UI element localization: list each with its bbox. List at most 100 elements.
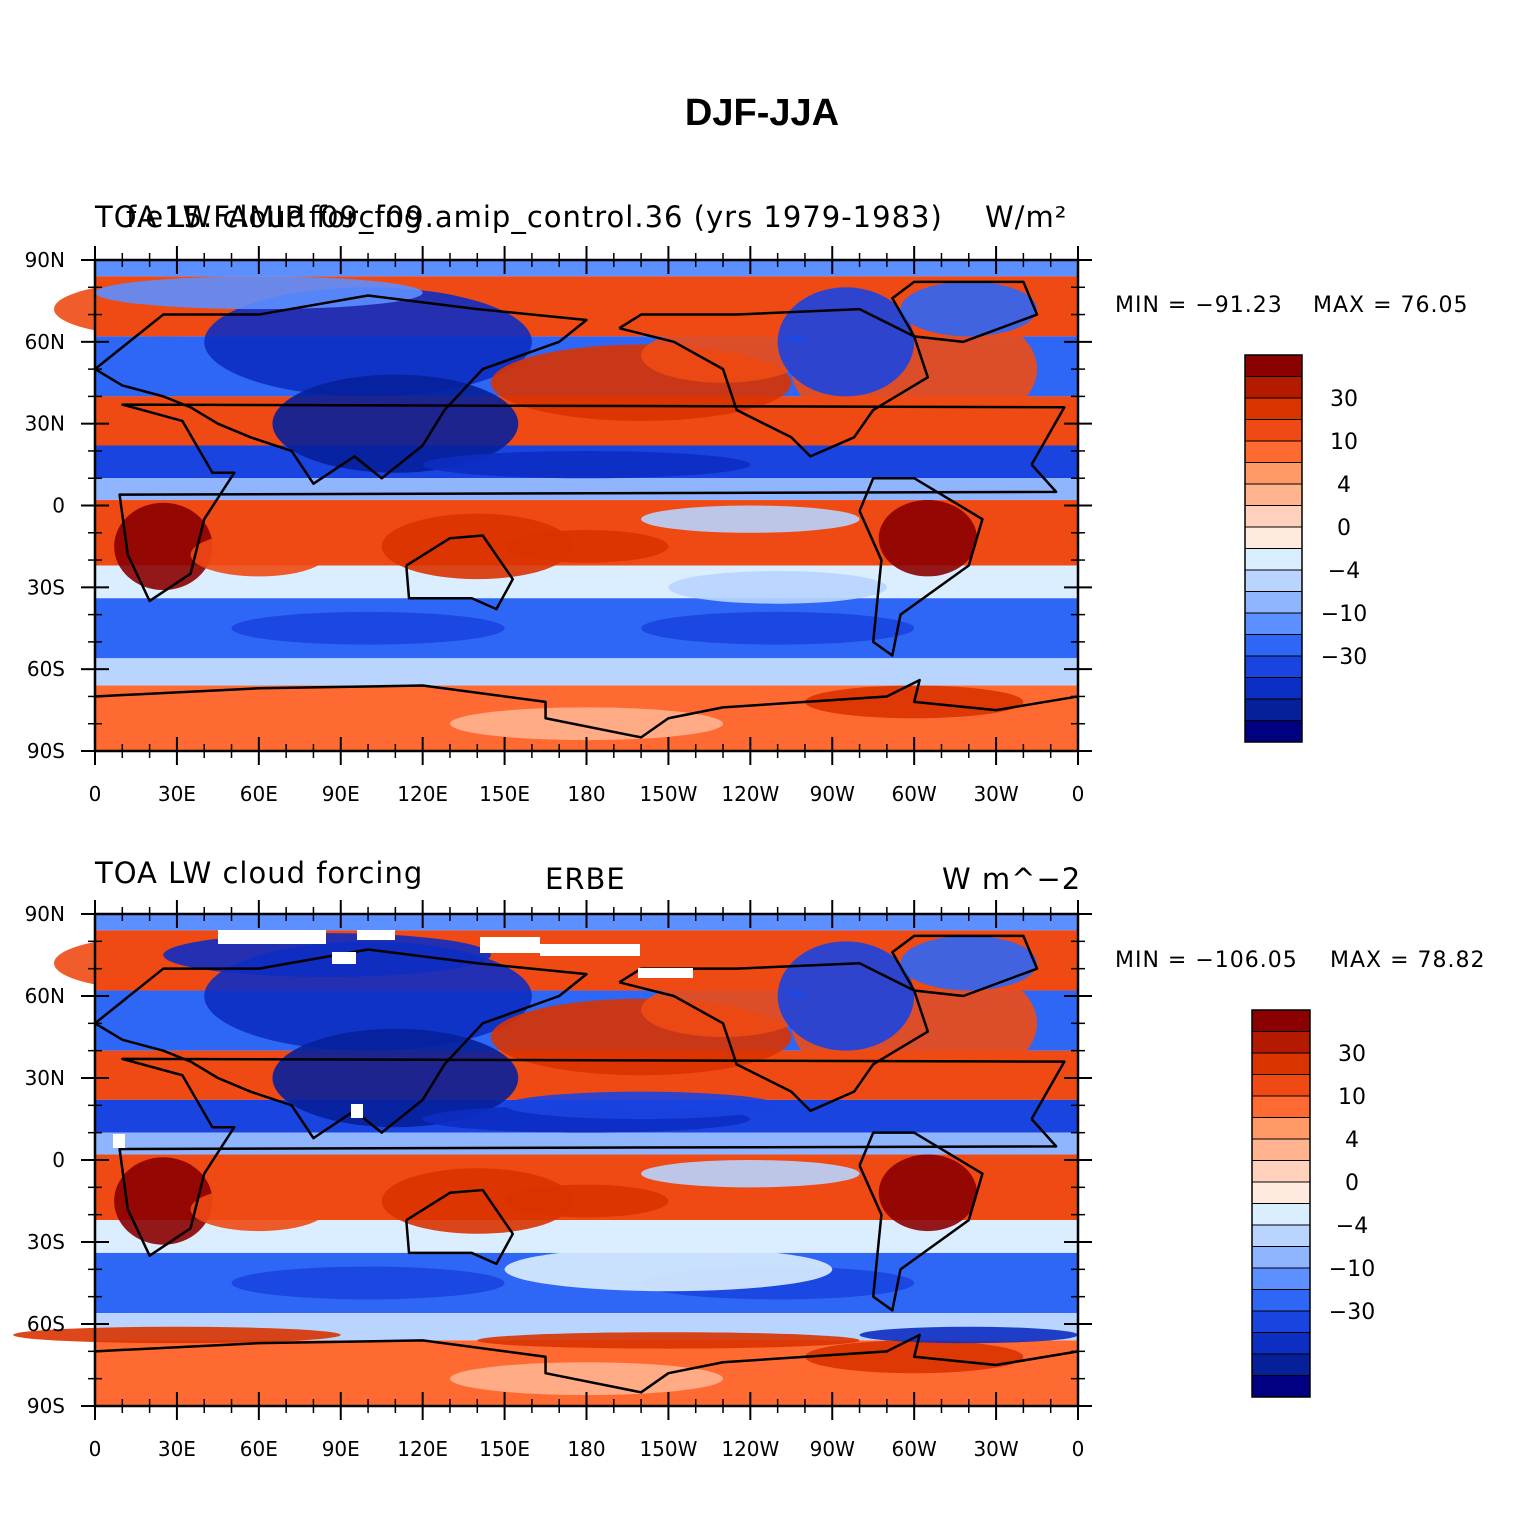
field-region [878,500,977,577]
field-region [95,276,423,310]
x-tick-label: 120E [397,1437,448,1461]
colorbar-swatch [1244,419,1303,442]
missing-data-patch [357,930,395,940]
colorbar-swatch [1244,483,1303,506]
colorbar-swatch [1251,1138,1311,1161]
colorbar-swatch [1251,1160,1311,1183]
x-tick-label: 60E [240,782,278,806]
colorbar-label: 0 [1345,1171,1359,1196]
missing-data-patch [638,968,693,978]
x-tick-label: 90E [322,782,360,806]
x-tick-label: 0 [89,1437,102,1461]
colorbar-swatch [1244,397,1303,420]
panel1-field [54,260,1079,751]
x-tick-label: 150E [479,1437,530,1461]
panel2-left-title: TOA LW cloud forcing [95,856,424,890]
panel2-units: W m^−2 [942,862,1082,896]
x-tick-label: 90W [810,782,855,806]
y-tick-label: 60S [27,1312,65,1336]
colorbar-swatch [1251,1009,1311,1032]
field-region [504,1091,778,1120]
panel1-center-title: f.e15.FAMIP.f09_f09.amip_control.36 (yrs… [126,200,943,234]
panel2-max: MAX = 78.82 [1330,948,1486,973]
x-tick-label: 120E [397,782,448,806]
panel1-axes: 90N 60N 30N 0 30S 60S 90S 0 30E 60E 90E 120E 150E 180… [25,246,1092,806]
field-region [900,935,1038,991]
panel2-center-title: ERBE [545,862,626,896]
field-region [231,1266,505,1300]
colorbar-label: 10 [1330,430,1358,455]
colorbar-swatch [1244,655,1303,678]
coastline [618,961,930,1113]
colorbar-swatch [1244,354,1303,377]
coastline [618,307,930,458]
colorbar-label: −30 [1329,1300,1375,1325]
y-tick-label: 60N [25,984,65,1008]
field-region [231,611,505,645]
y-tick-label: 90N [25,248,65,272]
colorbar-label: 0 [1337,516,1351,541]
colorbar-swatch [1251,1181,1311,1204]
field-region [114,1157,213,1245]
colorbar-label: −4 [1336,1214,1368,1239]
colorbar-swatch [1244,634,1303,657]
colorbar-swatch [1244,462,1303,485]
x-tick-label: 0 [1072,1437,1085,1461]
field-region [878,1154,977,1232]
field-region [381,513,573,580]
x-tick-label: 120W [721,1437,779,1461]
field-region [504,1247,833,1292]
x-tick-label: 60W [892,782,937,806]
field-region [641,505,860,533]
colorbar-swatch [1251,1095,1311,1118]
x-tick-label: 150W [639,1437,697,1461]
x-tick-label: 90E [322,1437,360,1461]
coastline [891,934,1039,998]
colorbar-swatch [1251,1289,1311,1312]
coastline [94,1333,1079,1394]
colorbar-swatch [1251,1353,1311,1376]
x-tick-label: 30W [973,782,1018,806]
colorbar-swatch [1251,1310,1311,1333]
missing-data-patch [113,1134,125,1148]
x-tick-label: 0 [1072,782,1085,806]
field-region [163,933,491,977]
colorbar-swatch [1251,1375,1311,1398]
field-region [859,1326,1078,1344]
missing-data-patch [351,1104,363,1118]
field-region [114,502,213,591]
colorbar-label: 4 [1337,473,1351,498]
coastline [118,403,1066,603]
colorbar-swatch [1244,505,1303,528]
field-region [449,1362,724,1396]
coastline [118,1057,1066,1257]
y-tick-label: 90N [25,902,65,926]
coastline [858,1131,984,1312]
field-region [272,374,519,473]
field-region [668,570,887,604]
field-region [422,450,751,479]
field-region [504,1184,669,1218]
colorbar-label: −10 [1329,1257,1375,1282]
colorbar-swatch [1251,1224,1311,1247]
y-tick-label: 30N [25,412,65,436]
panel2-axes: 90N 60N 30N 0 30S 60S 90S 0 30E 60E 90E 120E 150E 180… [25,900,1092,1461]
colorbar-label: 4 [1345,1128,1359,1153]
field-region [477,1332,860,1349]
coastline [858,476,984,657]
colorbar-label: 10 [1338,1085,1366,1110]
field-region [449,707,724,741]
x-tick-label: 180 [567,1437,605,1461]
colorbar-frame [1251,1009,1311,1398]
colorbar-label: −10 [1321,602,1367,627]
colorbar-swatch [1244,591,1303,614]
colorbar-swatch [1251,1052,1311,1075]
panel2-colorbar: 30 10 4 0 −4 −10 −30 [1251,1009,1375,1398]
x-tick-label: 30W [973,1437,1018,1461]
x-tick-label: 60W [892,1437,937,1461]
colorbar-frame [1244,354,1303,743]
missing-data-patch [332,952,356,964]
y-tick-label: 0 [52,1148,65,1172]
figure-title: DJF-JJA [684,92,840,134]
